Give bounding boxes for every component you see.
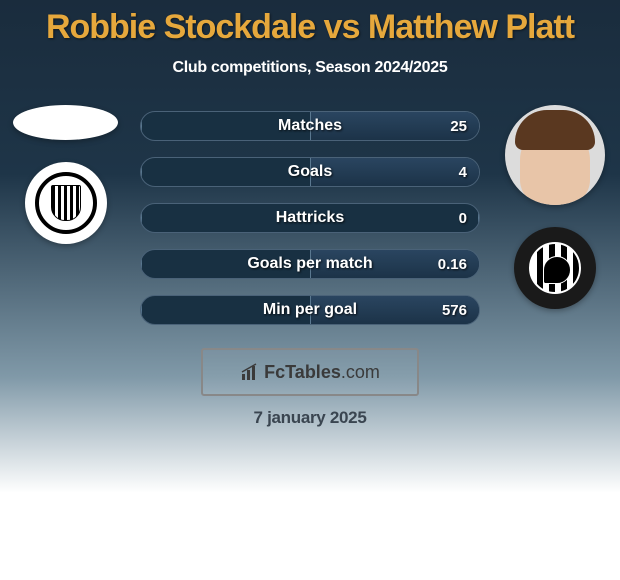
club-badge-right [514,227,596,309]
subtitle: Club competitions, Season 2024/2025 [0,59,620,77]
stat-label: Goals per match [141,250,479,278]
left-player-column [8,105,123,244]
stat-row-goals-per-match: Goals per match 0.16 [140,249,480,279]
brand-suffix: .com [341,362,380,382]
player-photo-left [13,105,118,140]
brand-name: FcTables [264,362,341,382]
stat-row-hattricks: Hattricks 0 [140,203,480,233]
stat-row-matches: Matches 25 [140,111,480,141]
date-label: 7 january 2025 [0,408,620,428]
notts-county-crest-icon [529,242,581,294]
stat-label: Min per goal [141,296,479,324]
stat-label: Matches [141,112,479,140]
stat-value-right: 0 [459,204,467,232]
stat-value-right: 0.16 [438,250,467,278]
stat-label: Goals [141,158,479,186]
brand-text: FcTables.com [264,362,380,383]
grimsby-crest-icon [35,172,97,234]
stats-bars: Matches 25 Goals 4 Hattricks 0 Goals per… [140,111,480,341]
comparison-panel: Matches 25 Goals 4 Hattricks 0 Goals per… [0,105,620,335]
stat-value-right: 25 [450,112,467,140]
right-player-column [497,105,612,309]
stat-value-right: 576 [442,296,467,324]
chart-icon [240,362,260,382]
stat-value-right: 4 [459,158,467,186]
page-title: Robbie Stockdale vs Matthew Platt [0,0,620,47]
player-photo-right [505,105,605,205]
club-badge-left [25,162,107,244]
stat-row-goals: Goals 4 [140,157,480,187]
stat-row-min-per-goal: Min per goal 576 [140,295,480,325]
stat-label: Hattricks [141,204,479,232]
brand-logo: FcTables.com [201,348,419,396]
